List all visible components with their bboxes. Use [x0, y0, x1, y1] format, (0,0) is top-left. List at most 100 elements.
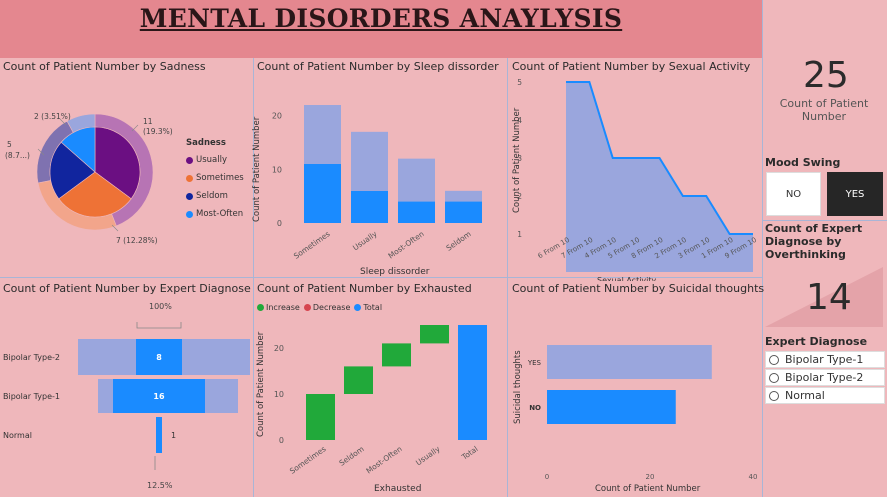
expert-slicer-title: Expert Diagnose: [765, 335, 868, 348]
x-tick-label: 40: [749, 473, 758, 481]
y-tick-label: 10: [274, 390, 284, 399]
suicidal-chart[interactable]: YES NO 0 20 40: [508, 300, 762, 497]
overthinking-value: 14: [806, 277, 852, 318]
suicidal-x-label: Count of Patient Number: [595, 484, 701, 494]
title-banner: [0, 0, 762, 58]
bar: [304, 164, 341, 223]
x-tick-label: Most-Often: [364, 444, 403, 475]
x-tick-label: Sometimes: [292, 229, 332, 261]
suicidal-y-label: Suicidal thoughts: [513, 350, 523, 424]
pie-slice: [58, 171, 132, 218]
pie-leader-line: [37, 148, 45, 156]
radio-icon[interactable]: [769, 372, 779, 383]
legend-dot: [186, 210, 193, 218]
waterfall-bar: [344, 366, 373, 394]
mood-yes-button[interactable]: YES: [827, 172, 883, 216]
funnel-bracket: [136, 322, 182, 329]
y-tick-label: YES: [527, 359, 542, 367]
bar: [445, 190, 482, 202]
pie-legend-item[interactable]: Most-Often: [186, 205, 244, 223]
sleep-chart[interactable]: 0 10 20 Sometimes Usually Most-Often Seldom: [254, 75, 507, 275]
sleep-chart-title: Count of Patient Number by Sleep dissord…: [257, 60, 499, 73]
legend-dot: [257, 304, 264, 311]
area-line: [566, 81, 753, 235]
waterfall-bar: [306, 394, 335, 440]
pie-legend-item[interactable]: Seldom: [186, 187, 244, 205]
pie-label: (8.7...): [5, 151, 30, 160]
radio-icon[interactable]: [769, 354, 779, 365]
page-title: MENTAL DISORDERS ANAYLYSIS: [139, 4, 623, 33]
pie-label: (19.3%): [143, 127, 173, 136]
bar: [351, 190, 388, 223]
legend-label: Usually: [196, 155, 227, 165]
patient-count-label: Count of Patient Number: [779, 97, 869, 123]
suicidal-chart-title: Count of Patient Number by Suicidal thou…: [512, 282, 765, 295]
waterfall-legend-item[interactable]: Total: [354, 303, 382, 312]
pie-legend-item[interactable]: Sometimes: [186, 169, 244, 187]
funnel-value-label: 8: [156, 353, 162, 362]
radio-icon[interactable]: [769, 390, 779, 401]
x-tick-label: Usually: [414, 444, 442, 467]
mood-no-button[interactable]: NO: [766, 172, 821, 216]
y-tick-label: 4: [517, 116, 522, 125]
sleep-x-label: Sleep dissorder: [360, 267, 430, 277]
pie-legend-item[interactable]: Usually: [186, 151, 244, 169]
funnel-category-label: Normal: [3, 431, 32, 440]
legend-dot: [354, 304, 362, 311]
sadness-pie[interactable]: [0, 75, 253, 275]
waterfall-legend-item[interactable]: Decrease: [303, 303, 350, 312]
waterfall-legend-item[interactable]: Increase: [257, 303, 300, 312]
expert-chart-title: Count of Patient Number by Expert Diagno…: [3, 282, 251, 295]
pie-label: 5: [7, 140, 12, 149]
legend-label: Sometimes: [196, 173, 244, 183]
y-tick-label: 0: [277, 219, 282, 228]
funnel-bar: [113, 379, 205, 413]
exhausted-x-label: Exhausted: [374, 484, 422, 494]
legend-label: Seldom: [196, 191, 228, 201]
funnel-top-pct: 100%: [149, 302, 172, 311]
pie-label: 7 (12.28%): [116, 236, 158, 245]
legend-label: Increase: [266, 303, 300, 312]
pie-legend: Usually Sometimes Seldom Most-Often: [186, 151, 244, 223]
bar: [351, 131, 388, 191]
pie-leader-line: [59, 118, 67, 126]
divider: [0, 277, 762, 278]
funnel-bar: [156, 417, 162, 453]
x-tick-label: 20: [646, 473, 655, 481]
expert-option-bipolar2[interactable]: Bipolar Type-2: [765, 369, 885, 386]
waterfall-legend: Increase Decrease Total: [257, 303, 382, 312]
x-tick-label: 0: [545, 473, 549, 481]
legend-label: Most-Often: [196, 209, 244, 219]
y-tick-label: 10: [272, 165, 282, 174]
exhausted-chart-title: Count of Patient Number by Exhausted: [257, 282, 472, 295]
exhausted-y-label: Count of Patient Number: [256, 331, 266, 437]
x-tick-label: Seldom: [444, 229, 472, 253]
overthinking-card-title: Count of Expert Diagnose by Overthinking: [765, 222, 863, 261]
pie-leader-line: [111, 224, 119, 232]
funnel-value-label: 16: [153, 392, 165, 401]
pie-slice: [60, 126, 96, 173]
sexual-y-label: Count of Patient Number: [512, 107, 522, 213]
expert-option-normal[interactable]: Normal: [765, 387, 885, 404]
y-tick-label: 2: [517, 192, 522, 201]
y-tick-label: 20: [272, 112, 282, 121]
legend-dot: [303, 304, 311, 311]
sleep-y-label: Count of Patient Number: [252, 116, 262, 222]
legend-dot: [186, 156, 193, 164]
waterfall-bar: [420, 325, 449, 344]
x-tick-label: Most-Often: [386, 229, 425, 260]
y-tick-label: NO: [529, 404, 541, 412]
expert-diagnose-funnel[interactable]: Bipolar Type-2 8 Bipolar Type-1 16 Normal 1: [0, 295, 253, 497]
pie-label: 11: [143, 117, 153, 126]
hbar: [547, 390, 676, 424]
pie-leader-line: [131, 124, 139, 132]
mood-slicer-title: Mood Swing: [765, 156, 841, 169]
pie-legend-title: Sadness: [186, 138, 226, 148]
bar: [398, 158, 435, 202]
x-tick-label: Usually: [351, 229, 379, 252]
y-tick-label: 20: [274, 344, 284, 353]
expert-option-bipolar1[interactable]: Bipolar Type-1: [765, 351, 885, 368]
bar: [398, 201, 435, 223]
